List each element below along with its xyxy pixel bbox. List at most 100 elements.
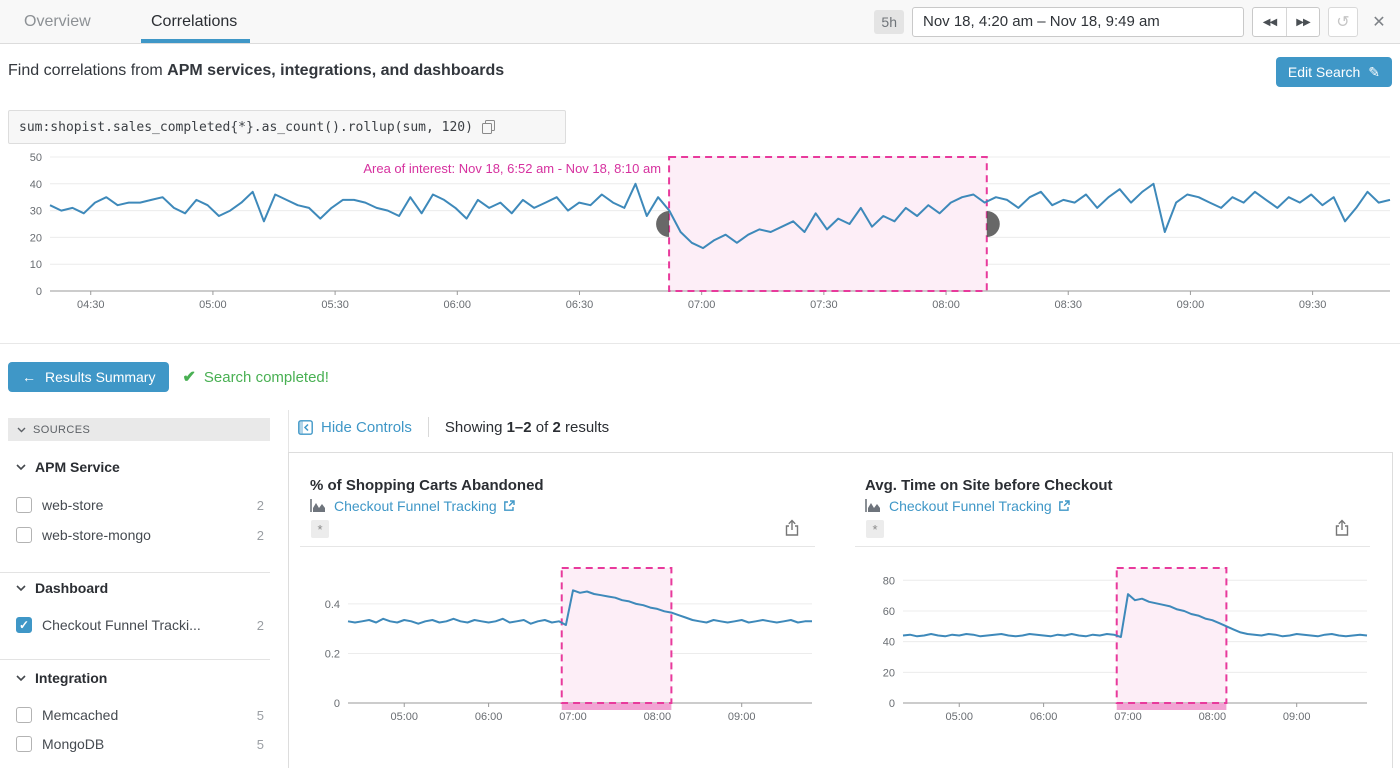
hide-controls-label: Hide Controls <box>321 418 412 436</box>
sidebar-item-mongodb[interactable]: MongoDB 5 <box>16 729 264 759</box>
sources-header[interactable]: SOURCES <box>8 418 270 441</box>
time-forward-button[interactable]: ▶▶ <box>1286 8 1319 36</box>
item-label: web-store-mongo <box>42 527 151 543</box>
svg-text:50: 50 <box>30 152 42 164</box>
metric-query-box: sum:shopist.sales_completed{*}.as_count(… <box>8 110 566 144</box>
result-card-title: % of Shopping Carts Abandoned <box>310 477 544 494</box>
export-icon[interactable] <box>784 519 800 542</box>
check-icon: ✔ <box>182 369 196 386</box>
time-range-input[interactable]: Nov 18, 4:20 am – Nov 18, 9:49 am <box>912 7 1244 37</box>
copy-icon[interactable] <box>481 119 496 135</box>
area-right-handle[interactable] <box>986 211 1000 237</box>
close-button[interactable]: ✕ <box>1366 7 1392 37</box>
svg-text:06:00: 06:00 <box>1030 711 1058 723</box>
dashboard-link-label: Checkout Funnel Tracking <box>889 498 1052 514</box>
svg-text:09:00: 09:00 <box>728 711 756 723</box>
checkbox-checked[interactable]: ✓ <box>16 617 32 633</box>
scope-badge[interactable]: * <box>866 520 884 538</box>
section-header-apm-service[interactable]: APM Service <box>16 459 120 475</box>
external-link-icon <box>503 500 515 511</box>
time-back-button[interactable]: ◀◀ <box>1253 8 1286 36</box>
checkbox-unchecked[interactable] <box>16 497 32 513</box>
svg-text:40: 40 <box>30 179 42 191</box>
sidebar-item-memcached[interactable]: Memcached 5 <box>16 700 264 730</box>
item-label: web-store <box>42 497 104 513</box>
scope-badge[interactable]: * <box>311 520 329 538</box>
area-axis-strip <box>561 703 672 710</box>
svg-text:08:00: 08:00 <box>932 299 960 311</box>
chevron-down-icon <box>16 674 26 681</box>
svg-text:09:00: 09:00 <box>1177 299 1205 311</box>
search-status: ✔ Search completed! <box>182 367 328 387</box>
area-of-interest[interactable] <box>1116 568 1227 703</box>
page-title-prefix: Find correlations from <box>8 62 168 79</box>
sidebar-divider <box>0 572 270 573</box>
export-icon[interactable] <box>1334 519 1350 542</box>
svg-text:05:00: 05:00 <box>390 711 418 723</box>
svg-text:0: 0 <box>334 698 340 710</box>
dashboard-chart-icon <box>310 499 325 512</box>
sidebar-item-web-store-mongo[interactable]: web-store-mongo 2 <box>16 520 264 550</box>
checkbox-unchecked[interactable] <box>16 736 32 752</box>
hide-controls-button[interactable]: Hide Controls <box>298 419 412 436</box>
svg-text:08:30: 08:30 <box>1054 299 1082 311</box>
svg-text:07:00: 07:00 <box>559 711 587 723</box>
item-label: Memcached <box>42 707 119 723</box>
carts-abandoned-chart[interactable]: 0 0.2 0.4 05:00 06:00 07:00 08:00 09:00 <box>300 560 830 730</box>
sidebar-item-checkout-funnel-tracking[interactable]: ✓ Checkout Funnel Tracki... 2 <box>16 610 264 640</box>
main-timeseries-chart[interactable]: 0 10 20 30 40 50 04:30 05:00 05:30 06:00 06:30 07:0… <box>0 148 1400 318</box>
dashboard-chart-icon <box>865 499 880 512</box>
result-card-title: Avg. Time on Site before Checkout <box>865 477 1113 494</box>
area-of-interest[interactable] <box>669 157 987 291</box>
item-count: 2 <box>256 617 264 633</box>
timeseries-line <box>902 593 1368 638</box>
chevron-down-icon <box>17 427 26 432</box>
checkbox-unchecked[interactable] <box>16 527 32 543</box>
section-header-integration[interactable]: Integration <box>16 670 107 686</box>
page-title-bold: APM services, integrations, and dashboar… <box>167 62 505 79</box>
svg-text:0.4: 0.4 <box>325 599 340 611</box>
svg-text:06:00: 06:00 <box>444 299 472 311</box>
section-divider <box>0 343 1400 344</box>
sidebar-item-web-store[interactable]: web-store 2 <box>16 490 264 520</box>
area-of-interest[interactable] <box>561 568 672 703</box>
dashboard-link[interactable]: Checkout Funnel Tracking <box>889 498 1070 514</box>
fast-forward-icon: ▶▶ <box>1296 16 1310 28</box>
svg-text:05:00: 05:00 <box>945 711 973 723</box>
item-count: 2 <box>256 527 264 543</box>
section-label: Integration <box>35 670 108 686</box>
results-summary-label: Results Summary <box>45 369 156 385</box>
svg-text:08:00: 08:00 <box>644 711 672 723</box>
section-header-dashboard[interactable]: Dashboard <box>16 580 108 596</box>
top-tab-bar: Overview Correlations 5h Nov 18, 4:20 am… <box>0 0 1400 44</box>
dashboard-link[interactable]: Checkout Funnel Tracking <box>334 498 515 514</box>
svg-text:30: 30 <box>30 206 42 218</box>
timeseries-line <box>49 182 1391 250</box>
time-on-site-chart[interactable]: 0 20 40 60 80 05:00 06:00 07:00 08:00 09:00 <box>855 560 1385 730</box>
results-summary-button[interactable]: ← Results Summary <box>8 362 170 392</box>
edit-search-label: Edit Search <box>1287 64 1361 80</box>
svg-text:04:30: 04:30 <box>77 299 105 311</box>
results-count-text: Showing 1–2 of 2 results <box>444 418 610 436</box>
tab-overview[interactable]: Overview <box>24 13 91 30</box>
edit-search-button[interactable]: Edit Search ✎ <box>1275 57 1392 87</box>
tab-correlations[interactable]: Correlations <box>151 13 238 30</box>
checkbox-unchecked[interactable] <box>16 707 32 723</box>
svg-text:06:30: 06:30 <box>566 299 594 311</box>
pencil-icon: ✎ <box>1368 63 1380 80</box>
svg-text:08:00: 08:00 <box>1199 711 1227 723</box>
external-link-icon <box>1058 500 1070 511</box>
active-tab-underline <box>141 39 250 43</box>
refresh-button[interactable]: ↺ <box>1328 7 1358 37</box>
svg-text:09:30: 09:30 <box>1299 299 1327 311</box>
svg-text:07:00: 07:00 <box>688 299 716 311</box>
svg-text:0.2: 0.2 <box>325 648 340 660</box>
item-label: Checkout Funnel Tracki... <box>42 617 201 633</box>
section-label: Dashboard <box>35 580 109 596</box>
collapse-panel-icon <box>298 419 313 435</box>
dashboard-link-label: Checkout Funnel Tracking <box>334 498 497 514</box>
svg-text:07:00: 07:00 <box>1114 711 1142 723</box>
area-left-handle[interactable] <box>656 211 670 237</box>
sources-header-label: SOURCES <box>33 423 91 436</box>
